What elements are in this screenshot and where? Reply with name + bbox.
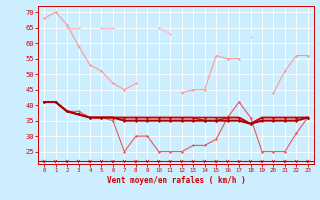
X-axis label: Vent moyen/en rafales ( km/h ): Vent moyen/en rafales ( km/h ) [107,176,245,185]
